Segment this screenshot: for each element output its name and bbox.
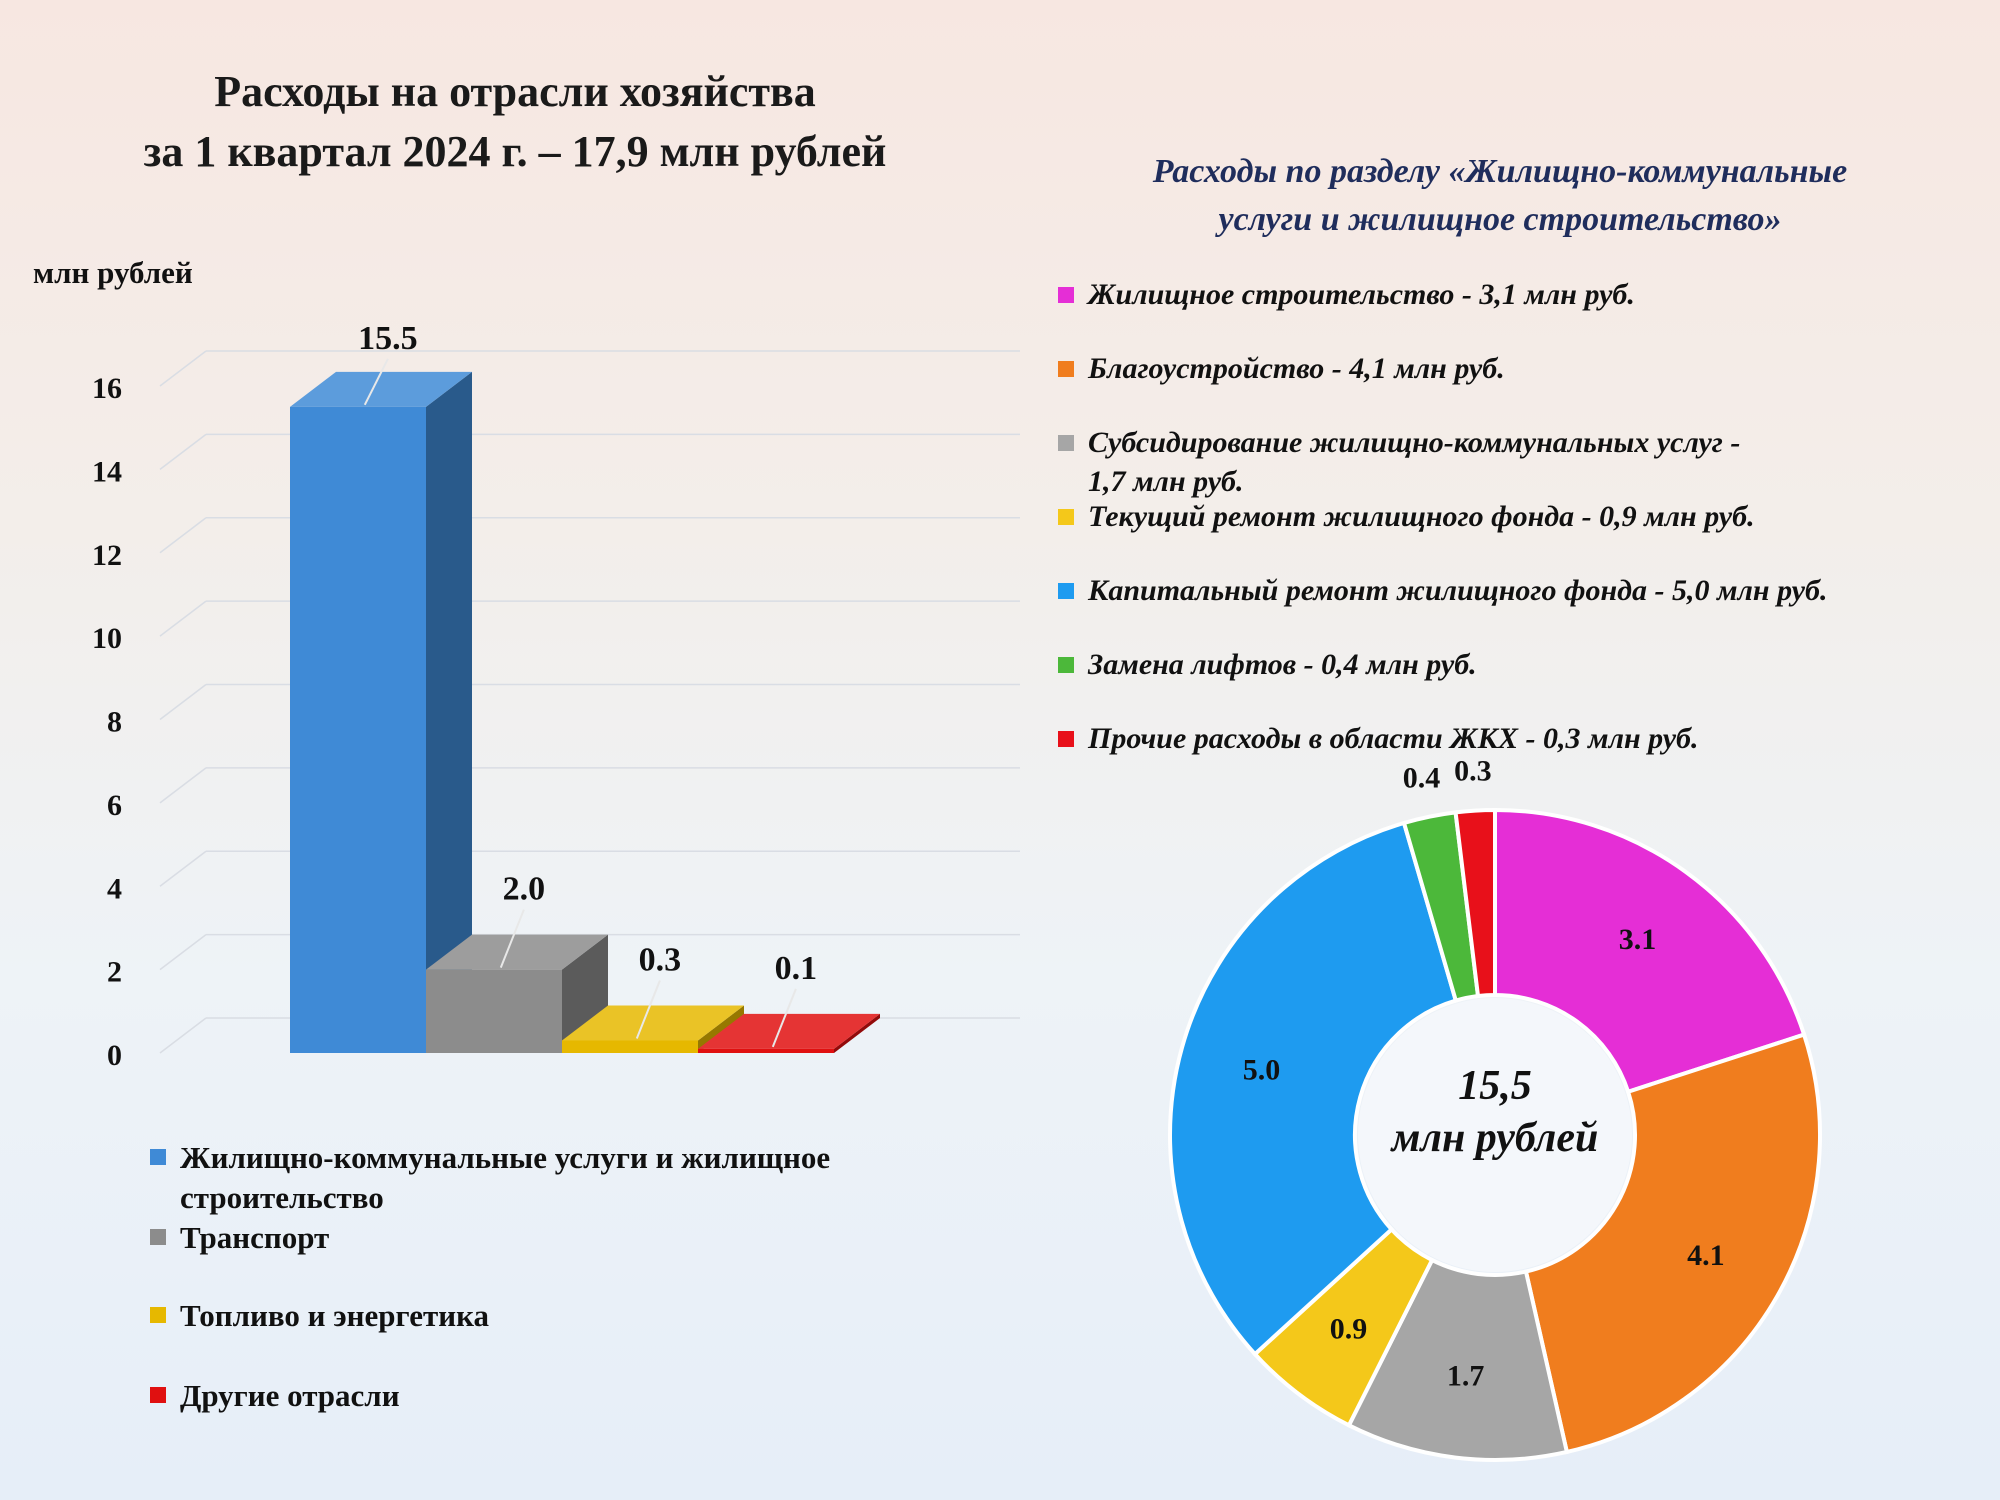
donut-legend-item-subsidies: Субсидирование жилищно-коммунальных услу… xyxy=(1058,423,1740,501)
legend-swatch xyxy=(1058,583,1074,599)
donut-legend-label: Благоустройство - 4,1 млн руб. xyxy=(1088,352,1505,385)
bar-side xyxy=(834,1013,880,1053)
gridline-depth xyxy=(159,433,207,470)
y-tick-label: 12 xyxy=(92,539,122,572)
page-title-line2: за 1 квартал 2024 г. – 17,9 млн рублей xyxy=(143,127,887,176)
donut-legend-label: Прочие расходы в области ЖКХ - 0,3 млн р… xyxy=(1088,722,1699,755)
legend-swatch xyxy=(1058,657,1074,673)
bar-legend-label: Жилищно-коммунальные услуги и жилищное с… xyxy=(180,1140,831,1215)
bar xyxy=(562,1040,698,1053)
donut-slice xyxy=(1453,807,1497,999)
gridline-depth xyxy=(159,350,207,387)
page-title-line1: Расходы на отрасли хозяйства xyxy=(214,67,816,116)
bar-legend-item-housing: Жилищно-коммунальные услуги и жилищное с… xyxy=(150,1138,970,1218)
donut-legend-item-housing-construction: Жилищное строительство - 3,1 млн руб. xyxy=(1058,275,1635,314)
bar-top xyxy=(698,1013,880,1049)
donut-hole xyxy=(1358,998,1632,1272)
page-title: Расходы на отрасли хозяйства за 1 кварта… xyxy=(40,62,990,182)
legend-swatch xyxy=(1058,509,1074,525)
gridline-depth xyxy=(159,850,207,887)
donut-slice xyxy=(1493,807,1807,1095)
bar xyxy=(290,406,426,1053)
legend-swatch xyxy=(1058,731,1074,747)
y-axis-title: млн рублей xyxy=(33,255,193,290)
bar-legend-item-transport: Транспорт xyxy=(150,1218,329,1258)
donut-legend-label: Замена лифтов - 0,4 млн руб. xyxy=(1088,648,1477,681)
y-tick-label: 10 xyxy=(92,622,122,655)
data-label: 15.5 xyxy=(358,320,418,357)
donut-legend-label: Капитальный ремонт жилищного фонда - 5,0… xyxy=(1088,574,1828,607)
gridline-depth xyxy=(159,1017,207,1054)
donut-legend-item-landscaping: Благоустройство - 4,1 млн руб. xyxy=(1058,349,1505,388)
legend-swatch xyxy=(150,1307,166,1323)
bar-top xyxy=(290,371,472,407)
bar-legend-item-other: Другие отрасли xyxy=(150,1376,400,1416)
donut-slice xyxy=(1346,1257,1570,1462)
donut-data-label: 5.0 xyxy=(1243,1053,1281,1086)
data-label-leader xyxy=(499,909,525,968)
data-label-leader xyxy=(635,980,661,1039)
y-tick-label: 0 xyxy=(107,1039,122,1072)
bar xyxy=(426,969,562,1053)
data-label-leader xyxy=(363,358,389,406)
legend-swatch xyxy=(1058,435,1074,451)
gridline-depth xyxy=(159,683,207,721)
donut-data-label: 0.3 xyxy=(1454,755,1492,788)
legend-swatch xyxy=(150,1149,166,1165)
y-tick-label: 4 xyxy=(107,872,122,905)
y-tick-label: 16 xyxy=(92,372,122,405)
legend-swatch xyxy=(150,1229,166,1245)
legend-swatch xyxy=(150,1387,166,1403)
bar-legend-label: Топливо и энергетика xyxy=(180,1298,489,1333)
donut-center-value: 15,5 xyxy=(1458,1063,1532,1109)
donut-legend-label-line2: 1,7 млн руб. xyxy=(1088,465,1244,498)
donut-center-label: 15,5 млн рублей xyxy=(1350,1060,1640,1164)
y-tick-label: 6 xyxy=(107,789,122,822)
donut-legend-item-elevators: Замена лифтов - 0,4 млн руб. xyxy=(1058,645,1477,684)
donut-data-label: 3.1 xyxy=(1619,923,1657,956)
donut-data-label: 0.4 xyxy=(1403,761,1441,794)
donut-legend-label: Текущий ремонт жилищного фонда - 0,9 млн… xyxy=(1088,500,1755,533)
gridline-depth xyxy=(159,517,207,554)
donut-data-label: 0.9 xyxy=(1330,1312,1368,1345)
donut-data-label: 4.1 xyxy=(1687,1239,1725,1272)
legend-swatch xyxy=(1058,287,1074,303)
donut-center-unit: млн рублей xyxy=(1391,1115,1599,1161)
data-label: 2.0 xyxy=(503,871,546,908)
donut-slice xyxy=(1168,820,1459,1357)
donut-legend-label-line1: Субсидирование жилищно-коммунальных услу… xyxy=(1088,426,1741,459)
y-tick-label: 8 xyxy=(107,706,122,739)
donut-slice xyxy=(1523,1032,1822,1455)
donut-chart-title: Расходы по разделу «Жилищно-коммунальные… xyxy=(1050,148,1950,244)
bar-top xyxy=(426,934,608,970)
bar-legend-item-fuel: Топливо и энергетика xyxy=(150,1296,489,1336)
y-tick-label: 14 xyxy=(92,455,122,488)
donut-data-label: 1.7 xyxy=(1447,1360,1485,1393)
bar-legend-label: Другие отрасли xyxy=(180,1378,400,1413)
donut-legend-item-capital-repair: Капитальный ремонт жилищного фонда - 5,0… xyxy=(1058,571,1827,610)
data-label: 0.1 xyxy=(775,950,818,987)
bar-top xyxy=(562,1005,744,1041)
gridline-depth xyxy=(159,600,207,637)
legend-swatch xyxy=(1058,361,1074,377)
bar-chart: 0 2 4 6 8 10 12 14 16 млн рублей 15.5 2.0 0.3 0.1 xyxy=(33,255,1020,1072)
donut-chart: 3.1 4.1 1.7 0.9 5.0 0.4 0.3 xyxy=(1168,755,1822,1462)
data-label-leader xyxy=(771,988,797,1048)
y-tick-label: 2 xyxy=(107,956,122,989)
data-label: 0.3 xyxy=(639,941,682,978)
gridline-depth xyxy=(159,934,207,971)
donut-title-line1: Расходы по разделу «Жилищно-коммунальные xyxy=(1152,153,1848,190)
donut-title-line2: услуги и жилищное строительство» xyxy=(1218,201,1782,238)
donut-legend-item-current-repair: Текущий ремонт жилищного фонда - 0,9 млн… xyxy=(1058,497,1755,536)
bar-legend-label: Транспорт xyxy=(180,1220,330,1255)
donut-legend-label: Жилищное строительство - 3,1 млн руб. xyxy=(1088,278,1635,311)
bar-side xyxy=(426,371,472,1053)
donut-legend-item-other: Прочие расходы в области ЖКХ - 0,3 млн р… xyxy=(1058,719,1699,758)
bar xyxy=(698,1048,834,1053)
gridline-depth xyxy=(159,767,207,804)
